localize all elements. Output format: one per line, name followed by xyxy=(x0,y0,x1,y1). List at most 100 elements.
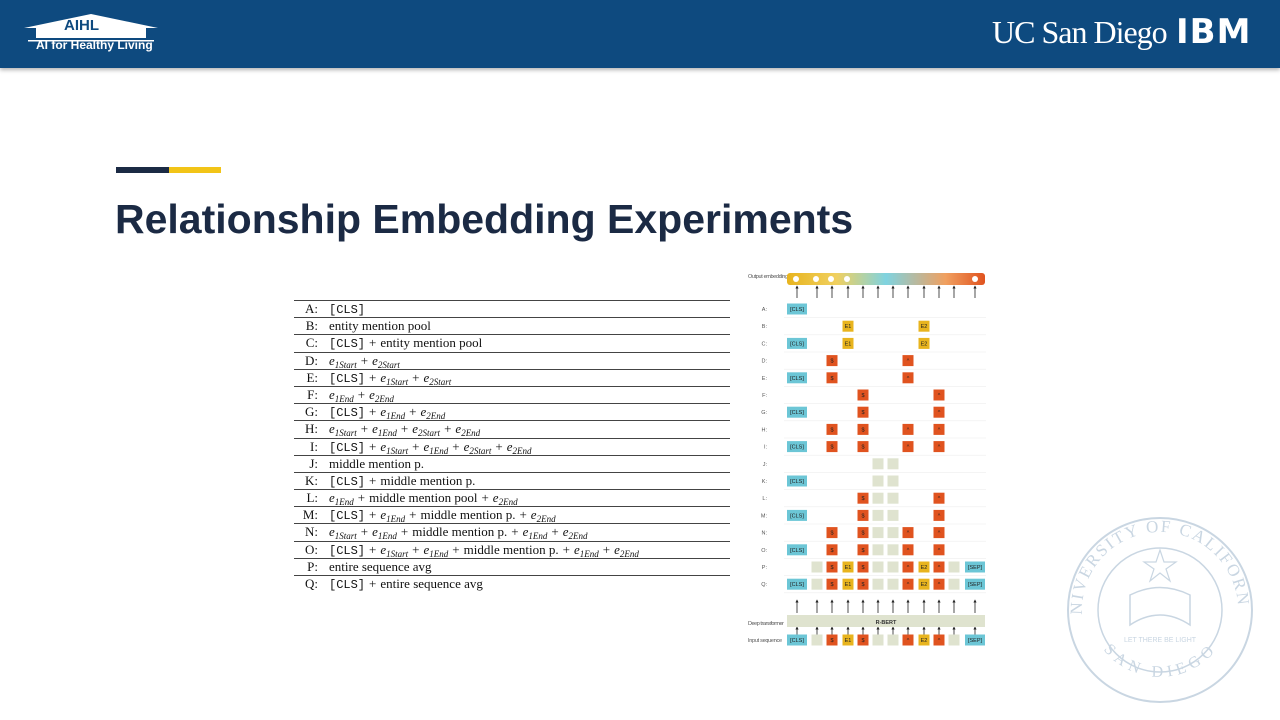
token-text: ^ xyxy=(907,376,910,382)
plus: + xyxy=(452,438,460,454)
token-cell xyxy=(842,578,854,590)
token-cell xyxy=(826,441,838,453)
row-formula: [CLS] + e1Start + e1End + middle mention p. + e1… xyxy=(329,542,639,559)
token-cell xyxy=(811,578,823,590)
token-cell xyxy=(872,561,884,573)
term-sub: 1Start xyxy=(386,548,409,559)
token-cell xyxy=(918,561,930,573)
embed-dot xyxy=(844,276,850,282)
accent-bar xyxy=(169,167,221,173)
slide-title: Relationship Embedding Experiments xyxy=(115,196,854,242)
token-cell xyxy=(887,527,899,539)
plus: + xyxy=(360,524,369,540)
row-label: N: xyxy=(305,524,318,540)
table-row: J: middle mention p. xyxy=(294,454,730,472)
term-sub: 1End xyxy=(386,514,406,525)
table-row: G: [CLS] + e1End + e2End xyxy=(294,403,730,421)
token-cell xyxy=(857,509,869,521)
token-cell xyxy=(826,634,838,646)
term-base: e xyxy=(530,507,537,523)
term-sub: 1End xyxy=(377,531,397,542)
token-cell xyxy=(826,561,838,573)
term-sub: 1Start xyxy=(334,359,357,370)
token-cell xyxy=(933,561,945,573)
term-base: e xyxy=(329,421,335,437)
term-sub: 1End xyxy=(579,548,599,559)
token-cell xyxy=(902,355,914,367)
token-text: ^ xyxy=(938,638,941,644)
token-text: $ xyxy=(830,427,833,433)
plus: + xyxy=(412,369,420,385)
term-sub: 1Start xyxy=(386,445,409,456)
token-text: E2 xyxy=(921,565,928,571)
token-cell xyxy=(857,492,869,504)
token-cell xyxy=(857,561,869,573)
term-base: e xyxy=(380,438,387,454)
row-formula: middle mention p. xyxy=(329,456,424,472)
term: [CLS] xyxy=(329,303,366,317)
term-base: e xyxy=(573,541,580,557)
token-cell xyxy=(948,578,960,590)
row-label: F: xyxy=(307,386,318,402)
token-cell xyxy=(887,578,899,590)
token-cell xyxy=(902,544,914,556)
plus: + xyxy=(369,576,377,591)
seal-motto: LET THERE BE LIGHT xyxy=(1124,637,1197,644)
token-cell xyxy=(842,320,854,332)
row-label: C: xyxy=(762,341,768,347)
term-sub: 1Start xyxy=(386,376,409,387)
token-text: ^ xyxy=(938,531,941,537)
embed-dot xyxy=(972,276,978,282)
token-text: [CLS] xyxy=(790,548,804,554)
token-text: ^ xyxy=(907,582,910,588)
token-cell xyxy=(787,578,807,590)
plus: + xyxy=(369,438,377,454)
row-label: O: xyxy=(761,548,767,554)
token-cell xyxy=(857,578,869,590)
plus: + xyxy=(369,335,377,351)
token-text: ^ xyxy=(907,565,910,571)
row-formula: e1End + middle mention pool + e2End xyxy=(329,490,518,507)
token-text: $ xyxy=(830,376,833,382)
row-formula: [CLS] + e1Start + e2Start xyxy=(329,370,451,387)
row-label: O: xyxy=(305,541,318,557)
token-cell xyxy=(872,544,884,556)
row-label: L: xyxy=(306,490,318,506)
term-base: e xyxy=(522,524,529,540)
token-cell xyxy=(857,406,869,418)
accent-bar xyxy=(116,167,169,173)
token-cell xyxy=(933,492,945,504)
token-text: E1 xyxy=(845,324,852,330)
term: entire sequence avg xyxy=(380,576,483,591)
token-text: ^ xyxy=(938,427,941,433)
token-text: [CLS] xyxy=(790,341,804,347)
plus: + xyxy=(412,438,420,454)
aihl-logo xyxy=(24,14,158,42)
row-formula: [CLS] + entire sequence avg xyxy=(329,576,483,592)
seal-ring-top: UNIVERSITY OF CALIFORNIA xyxy=(1060,510,1253,615)
table-row: K: [CLS] + middle mention p. xyxy=(294,471,730,489)
token-cell xyxy=(902,527,914,539)
term: [CLS] xyxy=(329,371,366,386)
term-base: e xyxy=(423,541,430,557)
token-cell xyxy=(842,337,854,349)
token-cell xyxy=(872,458,884,470)
token-cell xyxy=(872,475,884,487)
row-label: M: xyxy=(761,513,768,519)
token-cell xyxy=(826,544,838,556)
plus: + xyxy=(369,472,377,488)
token-text: ^ xyxy=(938,410,941,416)
row-label: J: xyxy=(763,462,768,468)
plus: + xyxy=(551,524,559,540)
table-row: P: entire sequence avg xyxy=(294,557,730,575)
token-cell xyxy=(872,492,884,504)
table-row: O: [CLS] + e1Start + e1End + middle mention p. +… xyxy=(294,540,730,559)
token-cell xyxy=(857,441,869,453)
token-text: $ xyxy=(861,531,864,537)
token-text: ^ xyxy=(907,427,910,433)
row-formula: e1End + e2End xyxy=(329,387,394,404)
row-label: P: xyxy=(307,558,318,574)
row-formula: [CLS] + entity mention pool xyxy=(329,335,482,351)
token-cell xyxy=(902,372,914,384)
token-text: [CLS] xyxy=(790,513,804,519)
